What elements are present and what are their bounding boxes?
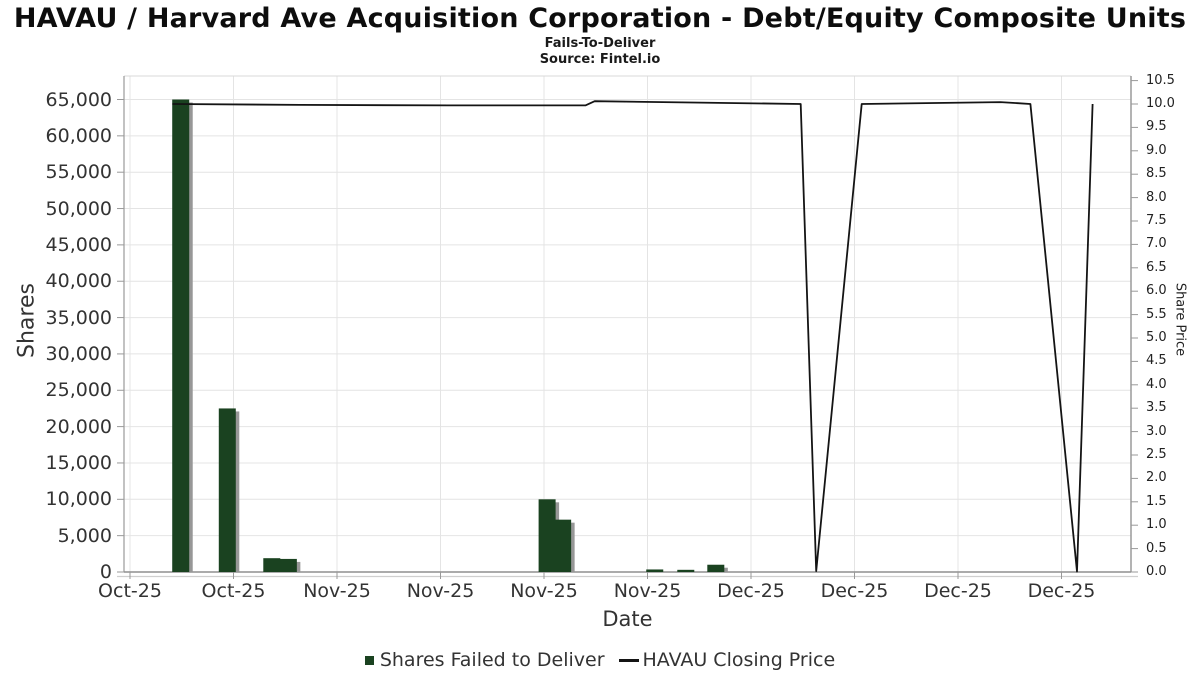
right-axis-tick-label: 8.0 [1146, 189, 1167, 205]
legend-line-label: HAVAU Closing Price [642, 649, 836, 671]
right-axis-tick-label: 10.5 [1146, 72, 1175, 88]
right-axis-tick-label: 0.5 [1146, 540, 1167, 556]
left-axis-tick-label: 35,000 [45, 306, 112, 329]
bar-series-swatch-icon [364, 655, 374, 665]
line-series-swatch-icon [618, 658, 639, 662]
x-axis-tick-label: Nov-25 [613, 580, 682, 602]
x-axis-tick-label: Nov-25 [406, 580, 475, 602]
ftd-bar [538, 499, 556, 572]
x-axis-tick-label: Nov-25 [510, 580, 578, 602]
right-axis-tick-label: 9.5 [1146, 119, 1167, 135]
x-axis-tick-label: Dec-25 [717, 580, 785, 602]
ftd-bar [646, 569, 664, 572]
x-axis-tick-label: Nov-25 [303, 580, 371, 602]
ftd-bar [263, 558, 281, 572]
right-axis-tick-label: 6.0 [1146, 283, 1167, 299]
x-axis-tick-label: Oct-25 [98, 580, 162, 602]
right-axis-tick-label: 0.0 [1146, 564, 1167, 579]
right-axis-tick-label: 5.5 [1146, 306, 1167, 322]
ftd-bar [707, 564, 725, 572]
right-axis-tick-label: 1.5 [1146, 493, 1167, 509]
right-axis-tick-label: 4.0 [1146, 376, 1167, 392]
left-axis-tick-label: 40,000 [45, 270, 112, 293]
left-axis-tick-label: 50,000 [45, 197, 112, 220]
right-axis-tick-label: 8.5 [1146, 166, 1167, 182]
left-axis-tick-label: 45,000 [45, 233, 112, 256]
legend-entry-line: HAVAU Closing Price [618, 649, 836, 671]
x-axis-tick-label: Dec-25 [1027, 580, 1096, 602]
left-axis-tick-label: 0 [99, 561, 112, 583]
right-axis-tick-label: 3.0 [1146, 423, 1167, 439]
legend-bar-label: Shares Failed to Deliver [379, 649, 605, 671]
left-axis-tick-label: 55,000 [45, 161, 112, 184]
chart-subtitle: Fails-To-Deliver [544, 36, 656, 51]
left-axis-tick-label: 15,000 [45, 451, 112, 474]
x-axis-tick-label: Dec-25 [820, 580, 889, 602]
ftd-bar [677, 569, 695, 572]
ftd-bar [279, 558, 297, 572]
right-axis-tick-label: 10.0 [1146, 96, 1175, 111]
right-axis-tick-label: 1.0 [1146, 517, 1167, 533]
left-axis-tick-label: 25,000 [45, 379, 112, 402]
left-axis-tick-label: 10,000 [45, 488, 112, 511]
right-axis-tick-label: 9.0 [1146, 142, 1167, 158]
right-axis-tick-label: 5.0 [1146, 330, 1167, 345]
chart-title: HAVAU / Harvard Ave Acquisition Corporat… [13, 3, 1187, 34]
left-axis-tick-label: 5,000 [57, 524, 112, 547]
ftd-bar [172, 99, 190, 572]
left-axis-tick-label: 60,000 [45, 124, 112, 147]
right-axis-tick-label: 3.5 [1146, 400, 1167, 416]
ftd-bar [554, 519, 572, 572]
chart-plot-area [117, 75, 1138, 579]
right-axis-tick-label: 6.5 [1146, 259, 1167, 275]
right-axis-tick-label: 2.5 [1146, 447, 1167, 462]
price-line [172, 100, 1094, 573]
chart-legend: Shares Failed to Deliver HAVAU Closing P… [0, 646, 1200, 674]
x-axis-tick-label: Dec-25 [924, 580, 992, 602]
right-axis-tick-label: 7.5 [1146, 213, 1167, 228]
left-axis-tick-label: 20,000 [45, 415, 112, 438]
left-axis-tick-label: 65,000 [45, 88, 112, 111]
x-axis-tick-label: Oct-25 [201, 580, 266, 602]
right-axis-tick-label: 7.0 [1146, 236, 1167, 252]
right-axis-tick-label: 4.5 [1146, 353, 1167, 369]
legend-entry-bars: Shares Failed to Deliver [364, 649, 605, 671]
x-axis-title: Date [602, 607, 653, 631]
right-axis-tick-label: 2.0 [1146, 470, 1167, 486]
left-axis-tick-label: 30,000 [45, 342, 112, 365]
ftd-bar [218, 408, 236, 572]
chart-source: Source: Fintel.io [539, 52, 661, 67]
